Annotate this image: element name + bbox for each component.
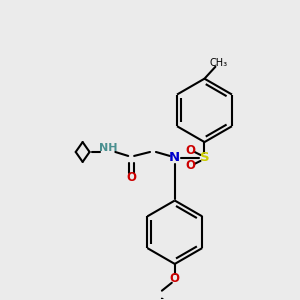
Text: O: O (126, 171, 136, 184)
Text: N: N (169, 152, 180, 164)
Text: S: S (200, 152, 209, 164)
Text: CH₃: CH₃ (209, 58, 227, 68)
Text: O: O (170, 272, 180, 285)
Text: O: O (186, 143, 196, 157)
Text: O: O (186, 159, 196, 172)
Text: NH: NH (99, 143, 118, 153)
